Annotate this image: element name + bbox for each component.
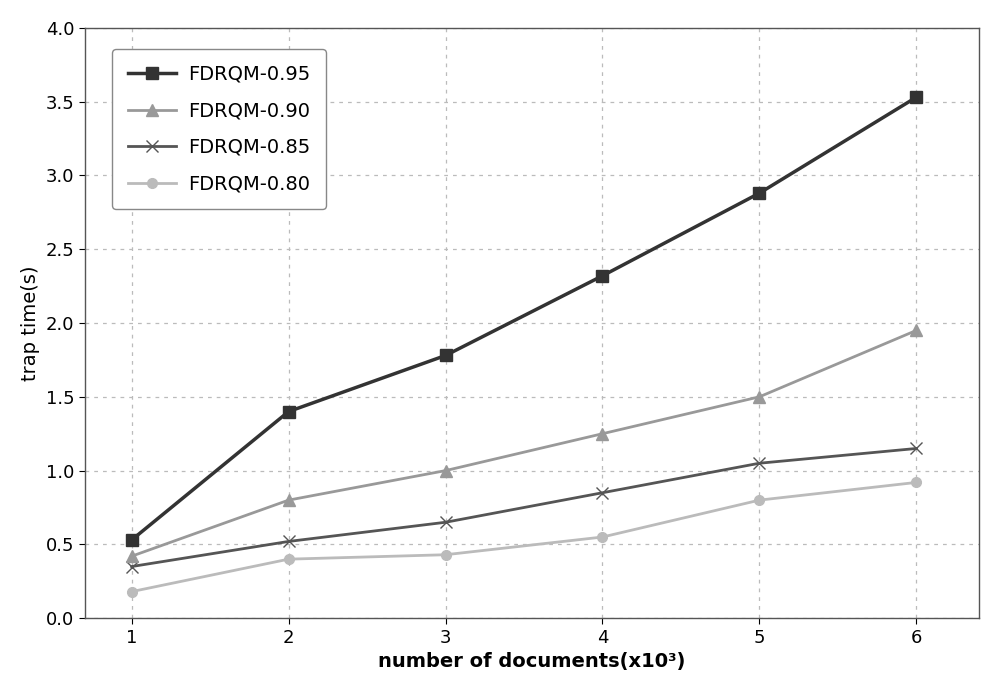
FDRQM-0.85	[440, 518, 452, 527]
Line: FDRQM-0.90: FDRQM-0.90	[126, 325, 922, 562]
FDRQM-0.85	[283, 537, 295, 545]
FDRQM-0.80	[126, 588, 138, 596]
FDRQM-0.85	[910, 444, 922, 453]
FDRQM-0.80	[753, 496, 765, 504]
FDRQM-0.95	[283, 408, 295, 416]
FDRQM-0.80	[596, 533, 608, 541]
FDRQM-0.95	[126, 536, 138, 544]
FDRQM-0.95	[596, 272, 608, 280]
Y-axis label: trap time(s): trap time(s)	[21, 265, 40, 381]
Line: FDRQM-0.95: FDRQM-0.95	[126, 91, 922, 545]
X-axis label: number of documents(x10³): number of documents(x10³)	[378, 652, 686, 671]
FDRQM-0.80	[910, 478, 922, 486]
Line: FDRQM-0.80: FDRQM-0.80	[127, 477, 921, 597]
FDRQM-0.90	[596, 430, 608, 438]
FDRQM-0.95	[753, 189, 765, 197]
Legend: FDRQM-0.95, FDRQM-0.90, FDRQM-0.85, FDRQM-0.80: FDRQM-0.95, FDRQM-0.90, FDRQM-0.85, FDRQ…	[112, 49, 326, 209]
Line: FDRQM-0.85: FDRQM-0.85	[125, 442, 923, 573]
FDRQM-0.90	[753, 392, 765, 401]
FDRQM-0.80	[440, 551, 452, 559]
FDRQM-0.85	[753, 459, 765, 467]
FDRQM-0.90	[910, 326, 922, 334]
FDRQM-0.95	[910, 93, 922, 101]
FDRQM-0.85	[596, 489, 608, 497]
FDRQM-0.90	[283, 496, 295, 504]
FDRQM-0.95	[440, 352, 452, 360]
FDRQM-0.80	[283, 555, 295, 563]
FDRQM-0.85	[126, 563, 138, 571]
FDRQM-0.90	[126, 552, 138, 561]
FDRQM-0.90	[440, 466, 452, 475]
